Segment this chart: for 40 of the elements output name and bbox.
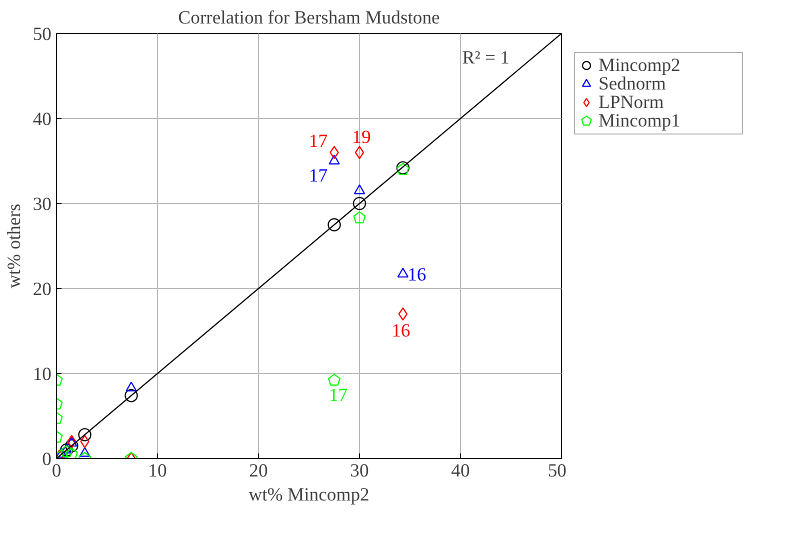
point xyxy=(65,448,78,458)
annotation: 16 xyxy=(408,264,426,286)
point xyxy=(65,439,78,452)
annotation: R² = 1 xyxy=(462,48,510,68)
y-tick-label: 30 xyxy=(32,194,52,215)
legend-label: Mincomp2 xyxy=(598,54,680,76)
annotation: 19 xyxy=(352,127,371,148)
legend-label: Mincomp1 xyxy=(598,110,680,132)
point xyxy=(328,154,340,164)
point xyxy=(124,389,138,402)
point xyxy=(61,444,72,454)
point xyxy=(328,374,341,386)
point xyxy=(397,268,409,278)
y-axis-title: wt% others xyxy=(4,204,25,288)
point xyxy=(354,146,364,160)
annotation: 17 xyxy=(308,166,328,186)
legend-label: Sednorm xyxy=(598,74,666,95)
y-tick-label: 20 xyxy=(32,279,52,300)
point xyxy=(79,447,90,457)
y-tick-label: 50 xyxy=(32,24,52,45)
x-tick-label: 10 xyxy=(148,460,167,482)
point xyxy=(352,196,366,210)
point xyxy=(328,218,341,232)
annotation: 17 xyxy=(308,131,328,152)
x-tick-label: 40 xyxy=(451,460,470,482)
y-tick-label: 10 xyxy=(32,364,52,385)
x-axis-title: wt% Mincomp2 xyxy=(248,484,370,506)
point xyxy=(353,211,366,224)
point xyxy=(126,382,137,392)
annotation: 16 xyxy=(392,320,410,342)
x-tick-label: 20 xyxy=(249,460,268,482)
x-tick-label: 50 xyxy=(548,460,566,482)
y-tick-label: 40 xyxy=(32,109,52,130)
legend-label: LPNorm xyxy=(598,92,664,114)
point xyxy=(398,307,408,321)
point xyxy=(354,184,366,194)
chart-title: Correlation for Bersham Mudstone xyxy=(178,8,440,28)
annotation: 17 xyxy=(328,384,348,406)
point xyxy=(78,428,92,442)
x-tick-label: 30 xyxy=(350,460,369,482)
